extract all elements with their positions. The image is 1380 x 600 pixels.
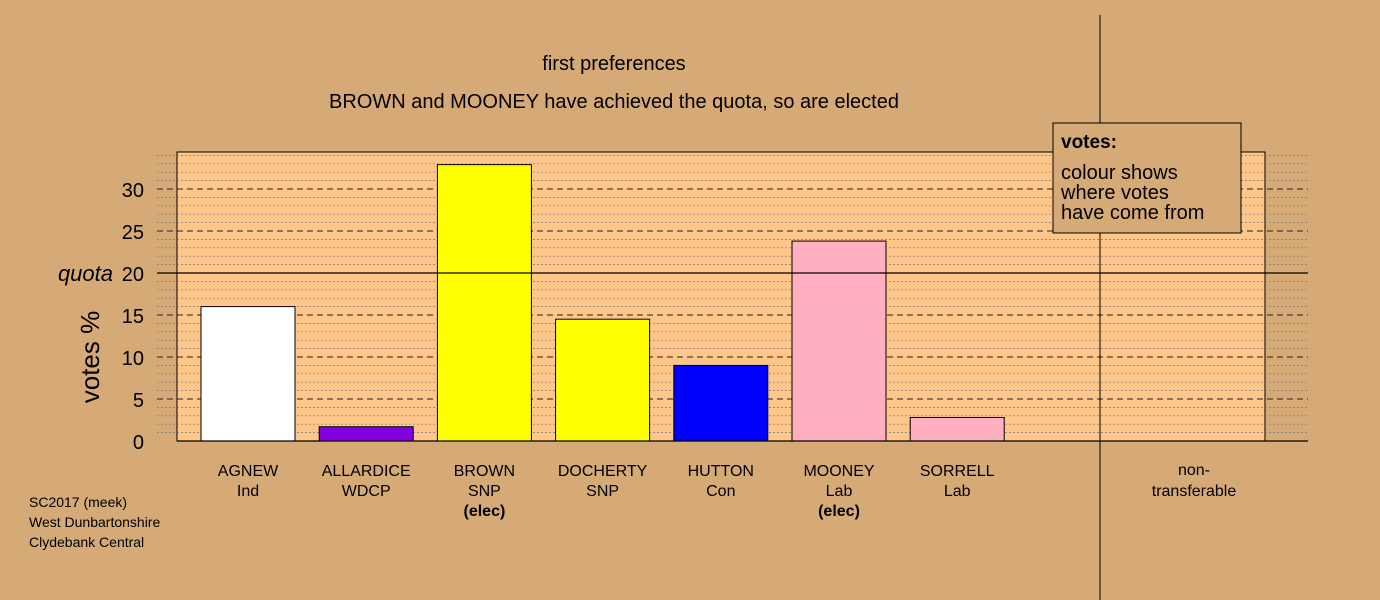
x-label-party: Con <box>706 483 735 500</box>
y-tick-label: 30 <box>122 180 144 202</box>
y-tick-label: 15 <box>122 306 144 328</box>
legend-box <box>1052 122 1242 234</box>
y-tick-label: 20 <box>122 264 144 286</box>
x-label-party: Lab <box>826 483 853 500</box>
y-tick-label: 0 <box>133 432 144 454</box>
bar-allardice <box>318 426 414 442</box>
x-label-name: SORRELL <box>920 463 995 480</box>
y-tick-label: 5 <box>133 390 144 412</box>
bars <box>200 164 1005 442</box>
x-label-party: Lab <box>944 483 971 500</box>
x-label-name: ALLARDICE <box>322 463 411 480</box>
y-tick-label: 10 <box>122 348 144 370</box>
chart-subtitle: BROWN and MOONEY have achieved the quota… <box>329 91 899 113</box>
x-label-party: SNP <box>468 483 501 500</box>
x-label-party: WDCP <box>342 483 391 500</box>
bar-agnew <box>200 306 296 442</box>
bar-brown <box>436 164 532 442</box>
x-label-name: DOCHERTY <box>558 463 648 480</box>
bar-mooney <box>791 240 887 442</box>
legend-line-2: where votes <box>1060 182 1169 204</box>
x-label-name: HUTTON <box>688 463 754 480</box>
x-label-name: BROWN <box>454 463 515 480</box>
y-tick-labels: 0 5 10 15 20 25 30 <box>122 180 144 454</box>
x-label-party: Ind <box>237 483 259 500</box>
footer: SC2017 (meek) West Dunbartonshire Clydeb… <box>29 494 160 550</box>
nontransferable-label: non- transferable <box>1152 462 1237 500</box>
legend-line-1: colour shows <box>1061 162 1178 184</box>
x-label-name: AGNEW <box>218 463 279 480</box>
chart-title: first preferences <box>542 53 685 75</box>
footer-line1: SC2017 (meek) <box>29 494 127 510</box>
legend-title: votes: <box>1061 132 1117 153</box>
x-label-elected: (elec) <box>818 503 860 520</box>
x-label-party: SNP <box>586 483 619 500</box>
bar-hutton <box>673 364 769 442</box>
bar-docherty <box>555 318 651 442</box>
x-label-name: MOONEY <box>803 463 874 480</box>
legend-line-3: have come from <box>1061 202 1204 224</box>
footer-line2: West Dunbartonshire <box>29 514 160 530</box>
x-tick-labels: AGNEW Ind ALLARDICE WDCP BROWN SNP (elec) DOCHE… <box>218 463 995 520</box>
y-axis-label: votes % <box>75 311 105 404</box>
nontransferable-line2: transferable <box>1152 483 1237 500</box>
nontransferable-line1: non- <box>1178 462 1210 479</box>
footer-line3: Clydebank Central <box>29 534 144 550</box>
y-tick-label: 25 <box>122 222 144 244</box>
bar-sorrell <box>909 416 1005 442</box>
legend: votes: colour shows where votes have com… <box>1052 122 1242 234</box>
x-label-elected: (elec) <box>464 503 506 520</box>
quota-label: quota <box>58 261 113 286</box>
